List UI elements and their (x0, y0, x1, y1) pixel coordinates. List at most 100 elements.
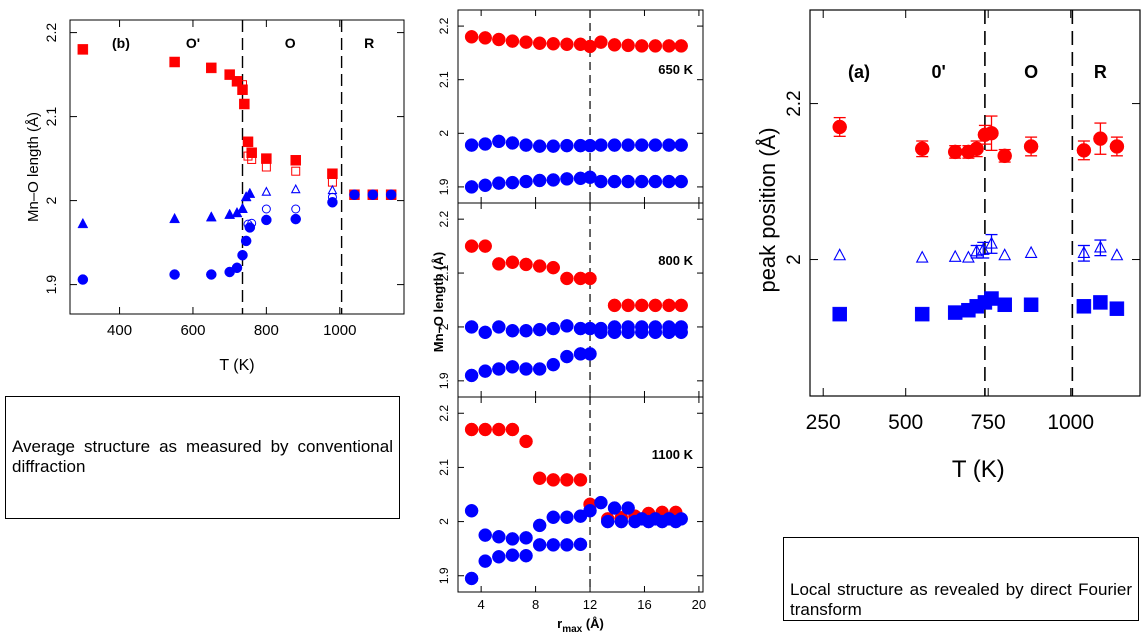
middle-data-point (662, 39, 676, 53)
middle-data-point (560, 37, 574, 52)
middle-y-tick-label: 2 (437, 130, 451, 137)
middle-data-point (594, 138, 608, 152)
middle-data-point (560, 319, 574, 333)
right-data-point (832, 306, 847, 322)
middle-data-point (464, 504, 479, 518)
middle-data-point (594, 325, 608, 340)
middle-data-point (532, 362, 547, 376)
middle-data-point (607, 174, 622, 189)
left-data-point (290, 155, 301, 166)
middle-data-point (505, 34, 520, 48)
middle-x-tick-label: 20 (692, 597, 706, 612)
right-data-point (976, 242, 990, 255)
right-data-point (1109, 139, 1125, 154)
middle-data-point (600, 514, 615, 529)
middle-data-point (505, 548, 520, 562)
left-y-tick-label: 2.2 (43, 23, 59, 43)
left-data-point (385, 189, 397, 200)
middle-data-point (519, 35, 533, 49)
left-panel-label: (b) (112, 35, 130, 51)
middle-data-point (546, 538, 561, 552)
middle-data-point (492, 257, 506, 271)
left-data-point (367, 189, 379, 200)
middle-data-point (505, 175, 520, 190)
right-y-axis-label: peak position (Å) (755, 127, 780, 292)
middle-data-point (560, 538, 574, 552)
middle-data-point (674, 39, 688, 53)
left-data-point (261, 204, 271, 214)
left-data-point (237, 249, 248, 261)
middle-data-point (583, 271, 597, 286)
middle-data-point (594, 495, 608, 510)
middle-data-point (594, 174, 608, 189)
left-y-tick-label: 2.1 (43, 107, 59, 127)
middle-data-point (492, 550, 506, 564)
left-data-point (169, 212, 181, 224)
middle-data-point (648, 39, 663, 53)
middle-data-point (674, 325, 688, 340)
middle-data-point (583, 504, 597, 518)
middle-data-point (635, 298, 649, 313)
left-data-point (77, 44, 89, 55)
middle-data-point (641, 514, 656, 529)
right-phase-label: 0' (932, 62, 946, 82)
middle-data-point (464, 239, 479, 253)
middle-data-point (532, 471, 547, 485)
middle-data-point (505, 422, 520, 437)
middle-data-point (478, 137, 492, 151)
left-data-point (169, 269, 180, 280)
middle-data-point (532, 322, 547, 337)
middle-data-point (662, 138, 676, 152)
middle-data-point (648, 174, 663, 189)
left-x-tick-label: 1000 (323, 322, 356, 339)
middle-data-point (621, 138, 635, 152)
middle-data-point (505, 323, 520, 338)
middle-temperature-label: 800 K (658, 253, 693, 268)
right-phase-label: O (1024, 62, 1038, 82)
left-y-axis-label: Mn–O length (Å) (25, 112, 42, 222)
left-plot-frame (69, 19, 405, 315)
left-data-point (349, 189, 360, 200)
right-x-tick-label: 1000 (1047, 411, 1094, 434)
middle-data-point (583, 347, 597, 361)
left-data-point (239, 98, 250, 110)
left-data-point (240, 235, 252, 247)
middle-data-point (635, 325, 649, 340)
middle-data-point (607, 38, 622, 52)
middle-data-point (532, 36, 547, 50)
middle-data-point (519, 548, 533, 563)
right-data-point (998, 248, 1012, 261)
left-phase-label: O (285, 35, 296, 51)
middle-plot-frame (457, 396, 704, 593)
right-data-point (997, 148, 1012, 164)
left-data-point (261, 153, 272, 164)
middle-data-point (607, 138, 622, 152)
right-data-point (961, 250, 975, 263)
right-panel-label: (a) (848, 62, 870, 82)
middle-y-tick-label: 2 (437, 518, 451, 525)
middle-data-point (607, 298, 622, 313)
right-data-point (984, 125, 999, 141)
right-data-point (1093, 131, 1108, 146)
right-data-point (832, 119, 847, 135)
left-data-point (205, 211, 217, 222)
middle-data-point (621, 501, 635, 515)
left-data-point (327, 184, 338, 195)
right-data-point (1023, 297, 1039, 313)
right-data-point (985, 236, 998, 249)
middle-data-point (519, 138, 533, 152)
right-y-tick-label: 2 (784, 254, 805, 265)
middle-data-point (492, 362, 506, 376)
middle-panel-2: 1.9 2 2.1 2.2 800 K (437, 202, 704, 398)
middle-data-point (674, 298, 688, 313)
middle-y-tick-label: 1.9 (437, 567, 451, 584)
left-data-point (206, 269, 217, 280)
left-data-point (77, 217, 89, 229)
middle-data-point (560, 138, 574, 153)
middle-x-axis-label: rmax (Å) (557, 616, 604, 634)
middle-data-point (464, 180, 479, 194)
right-data-point (984, 291, 999, 306)
right-data-point (915, 250, 929, 263)
caption-average-structure: Average structure as measured by convent… (5, 396, 400, 519)
right-x-tick-label: 750 (971, 411, 1006, 434)
